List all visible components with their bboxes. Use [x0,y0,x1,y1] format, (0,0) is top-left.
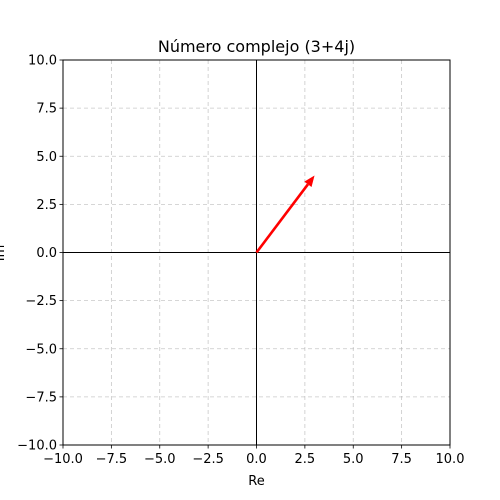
x-tick-label: 5.0 [343,452,364,467]
y-tick-label: −10.0 [17,439,57,454]
tick-layer: −10.0 −7.5 −5.0 −2.5 0.0 2.5 5.0 7.5 10.0 −10.0 −7… [17,54,464,468]
y-axis-label: Im [0,245,8,262]
y-tick-label: 5.0 [36,150,57,165]
x-axis-label: Re [248,474,264,489]
y-tick-label: 7.5 [36,102,57,117]
x-tick-label: −2.5 [192,452,224,467]
x-tick-label: −5.0 [144,452,176,467]
x-tick-label: −10.0 [43,452,83,467]
vector-layer [255,175,315,254]
y-tick-label: −2.5 [25,294,57,309]
x-tick-label: 0.0 [246,452,267,467]
vector-arrowhead [304,175,315,187]
y-tick-label: −7.5 [25,390,57,405]
y-tick-label: −5.0 [25,342,57,357]
y-tick-label: 2.5 [36,198,57,213]
vector-shaft [255,183,309,254]
y-tick-label: 0.0 [36,246,57,261]
x-tick-label: 7.5 [391,452,412,467]
y-tick-label: 10.0 [28,54,57,69]
x-tick-label: −7.5 [96,452,128,467]
x-tick-label: 10.0 [436,452,465,467]
chart-title: Número complejo (3+4j) [158,37,355,56]
x-tick-label: 2.5 [295,452,316,467]
